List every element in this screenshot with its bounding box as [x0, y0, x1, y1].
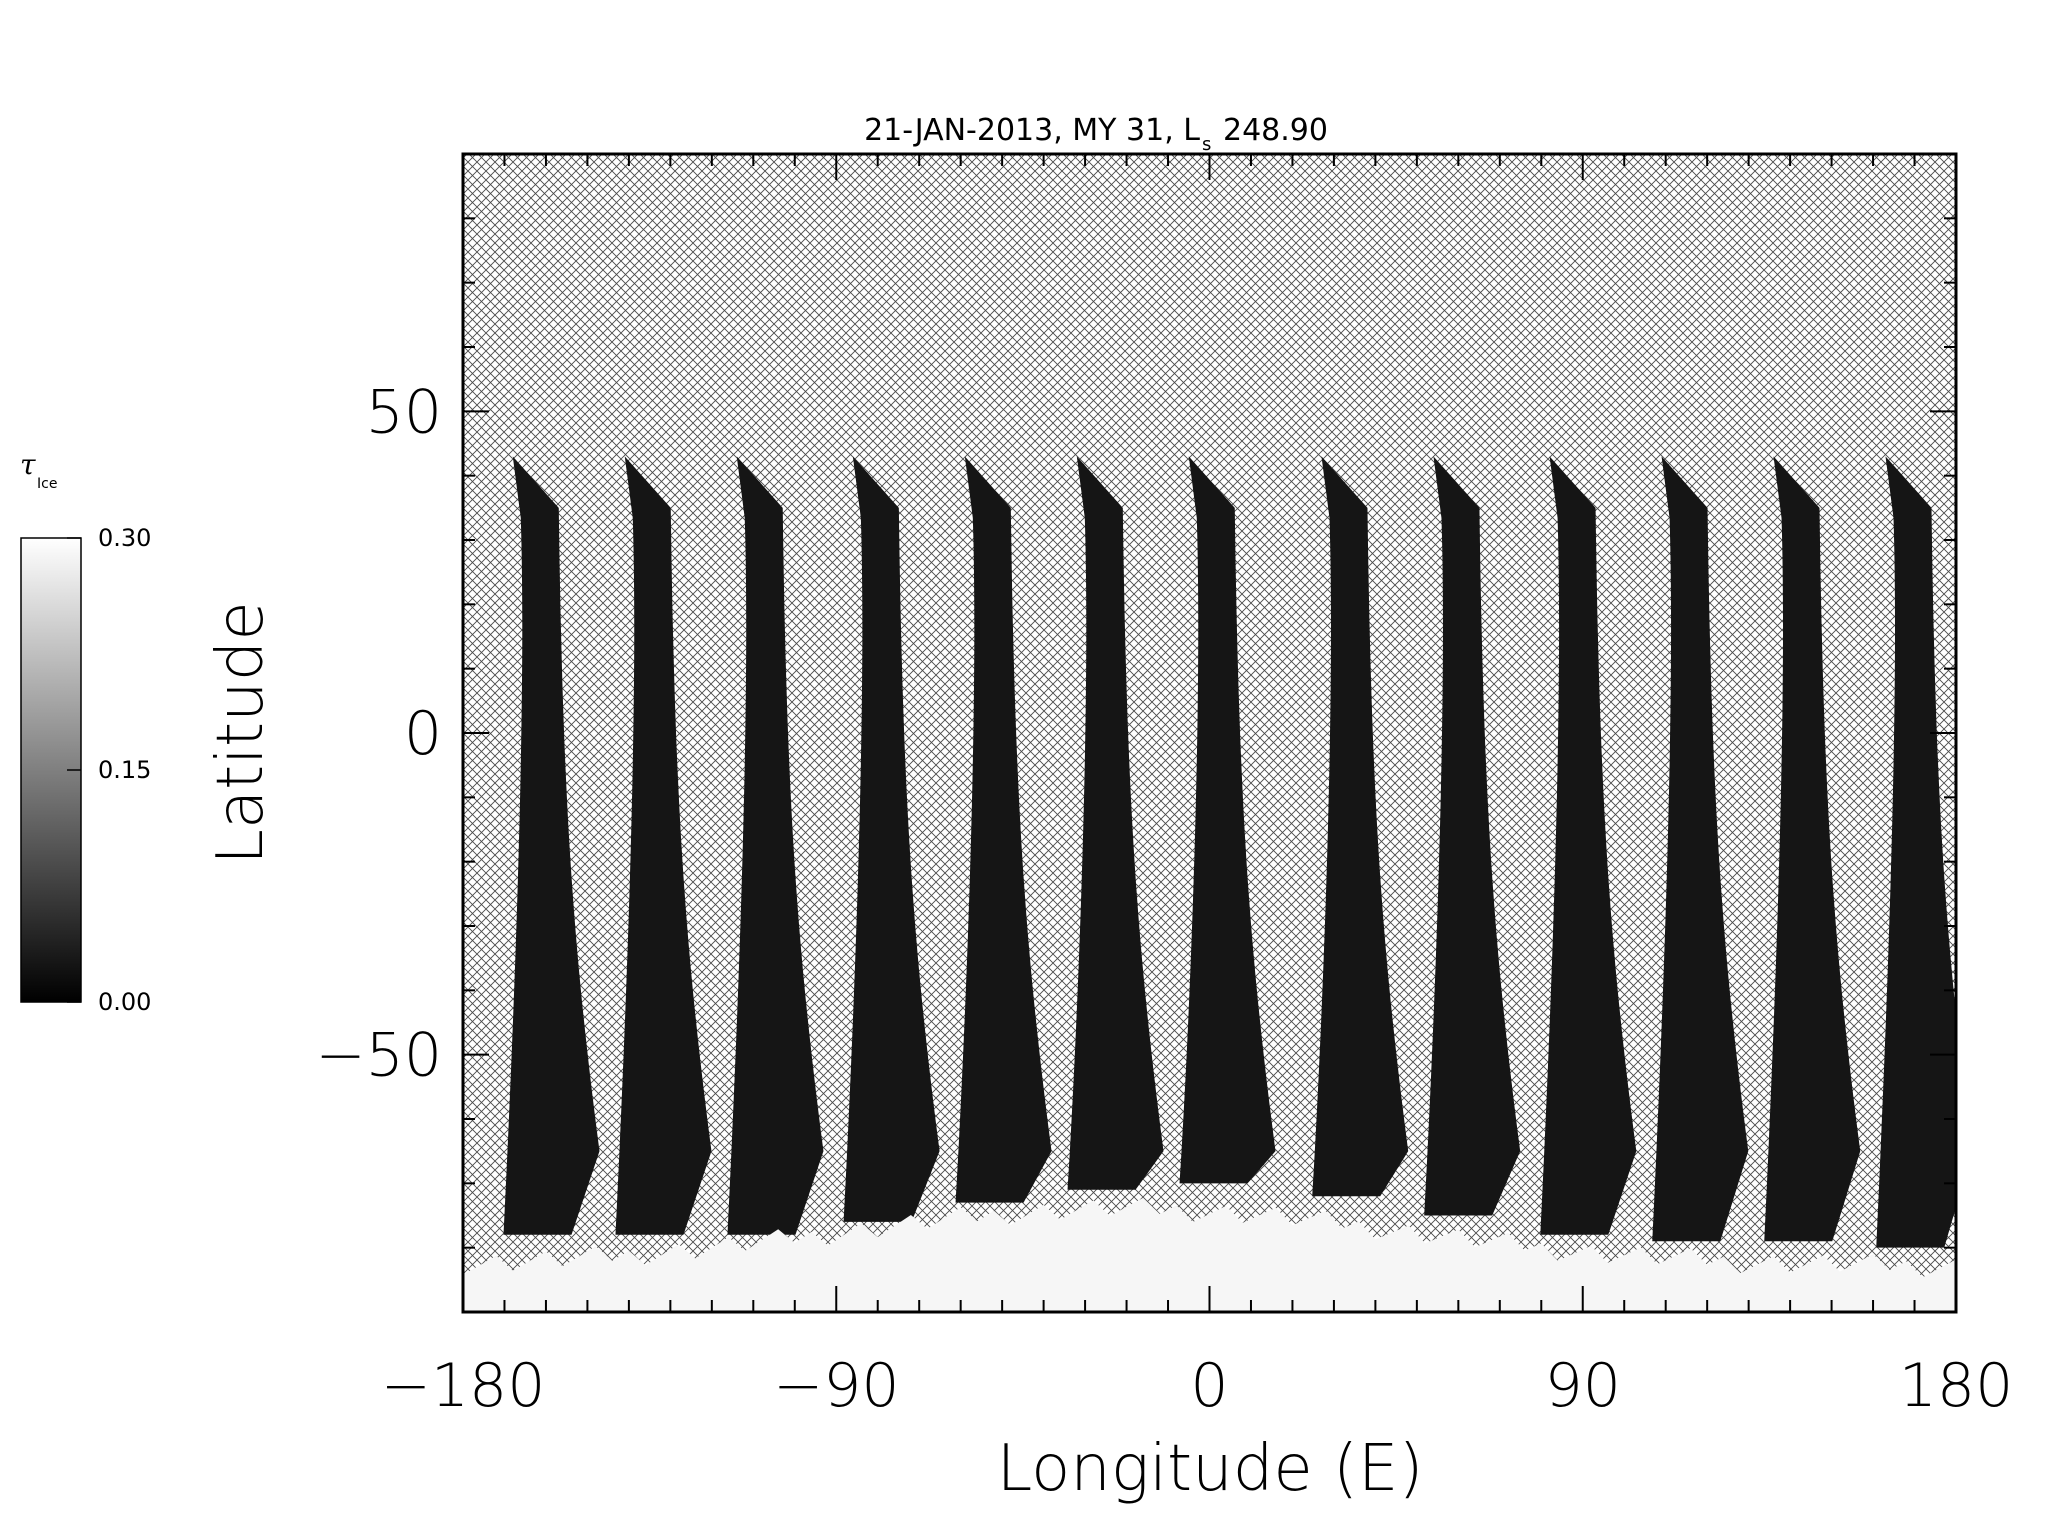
y-axis-label: Latitude	[204, 601, 278, 864]
swath-2	[615, 456, 712, 1235]
swath-1	[503, 456, 600, 1235]
swath-13	[1876, 456, 1956, 1248]
x-tick-label: 180	[1899, 1351, 2014, 1421]
x-tick-label: −180	[381, 1351, 546, 1421]
colorbar-tick-label: 0.15	[98, 756, 151, 784]
x-axis-ticks: −180 −90 0 90 180	[381, 154, 2014, 1421]
swath-9	[1424, 456, 1521, 1216]
y-tick-label: 0	[404, 699, 442, 769]
y-tick-label: −50	[315, 1021, 442, 1091]
colorbar: τ Ice 0.30 0.15 0.00	[20, 448, 151, 1016]
x-tick-label: 90	[1545, 1351, 1621, 1421]
observation-swaths	[503, 456, 1956, 1248]
polar-ice-cap	[463, 1197, 1956, 1312]
chart-title: 21-JAN-2013, MY 31, L s 248.90	[864, 113, 1328, 155]
swath-11	[1652, 456, 1749, 1242]
colorbar-label: τ	[20, 448, 36, 481]
x-axis-label: Longitude (E)	[997, 1432, 1424, 1506]
colorbar-tick-label: 0.30	[98, 524, 151, 552]
title-value: 248.90	[1223, 113, 1328, 148]
title-subscript: s	[1202, 134, 1211, 155]
colorbar-ticks: 0.30 0.15 0.00	[67, 524, 151, 1016]
title-text: 21-JAN-2013, MY 31, L	[864, 113, 1200, 148]
swath-6	[1067, 456, 1164, 1190]
y-axis-ticks: 50 0 −50	[315, 153, 1956, 1313]
y-tick-label: 50	[366, 377, 442, 447]
x-tick-label: 0	[1190, 1351, 1228, 1421]
swath-7	[1179, 456, 1276, 1184]
swath-8	[1312, 456, 1409, 1197]
swath-4	[843, 456, 940, 1222]
swath-5	[955, 456, 1052, 1203]
swath-10	[1540, 456, 1637, 1235]
colorbar-tick-label: 0.00	[98, 988, 151, 1016]
swath-3	[727, 456, 824, 1235]
swath-12	[1764, 456, 1861, 1242]
plot-area	[463, 154, 1956, 1312]
colorbar-label-subscript: Ice	[37, 476, 57, 492]
x-tick-label: −90	[773, 1351, 900, 1421]
